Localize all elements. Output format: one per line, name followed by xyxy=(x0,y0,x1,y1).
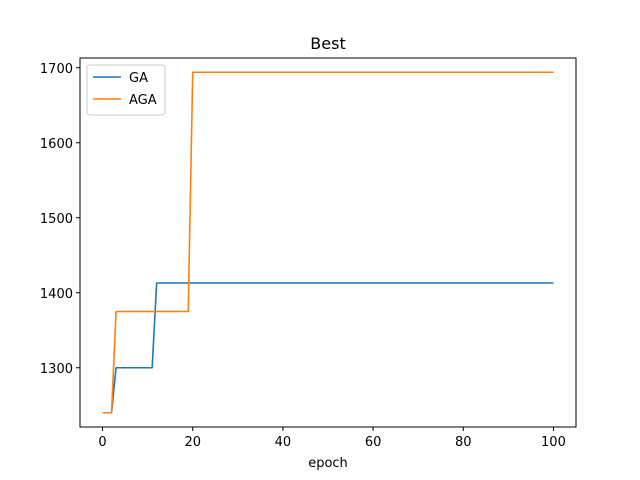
y-tick-label: 1300 xyxy=(40,362,73,377)
legend-label-aga: AGA xyxy=(129,93,157,108)
x-tick-label: 20 xyxy=(184,435,201,450)
y-tick-label: 1600 xyxy=(40,137,73,152)
y-tick-label: 1700 xyxy=(40,62,73,77)
x-axis: 0 20 40 60 80 100 xyxy=(98,427,566,450)
y-tick-label: 1400 xyxy=(40,287,73,302)
plot-frame xyxy=(79,57,577,428)
x-tick-label: 60 xyxy=(365,435,382,450)
y-tick-label: 1500 xyxy=(40,212,73,227)
series-line-aga xyxy=(102,71,554,414)
x-tick-label: 100 xyxy=(541,435,566,450)
y-axis: 1300 1400 1500 1600 1700 xyxy=(40,62,80,377)
chart-title: Best xyxy=(310,34,345,53)
x-tick-label: 40 xyxy=(275,435,292,450)
x-axis-label: epoch xyxy=(308,456,348,471)
legend-label-ga: GA xyxy=(129,71,148,86)
legend: GA AGA xyxy=(86,64,166,116)
x-tick-label: 0 xyxy=(98,435,106,450)
series-line-ga xyxy=(102,282,554,414)
plot-area xyxy=(102,71,554,414)
x-tick-label: 80 xyxy=(455,435,472,450)
